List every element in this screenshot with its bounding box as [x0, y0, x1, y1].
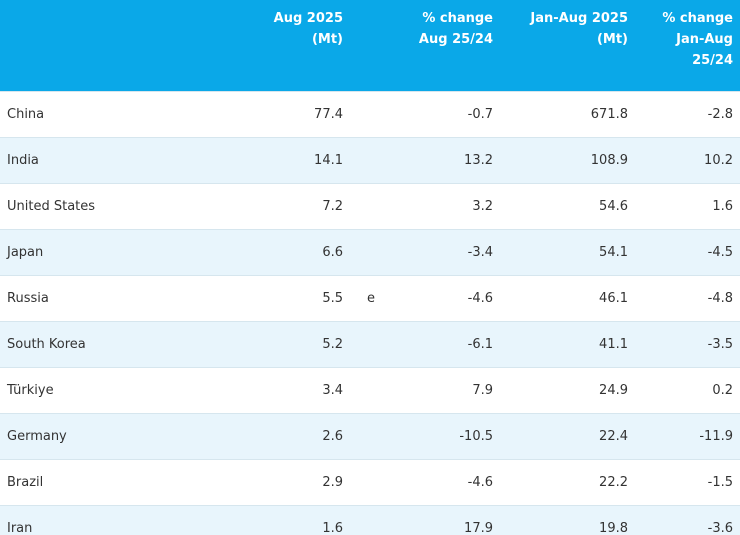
cell: Iran [0, 505, 250, 535]
table-row: Japan 6.6 -3.4 54.1 -4.5 [0, 229, 740, 276]
cell: 3.4 [250, 367, 350, 414]
cell: -6.1 [400, 321, 500, 368]
cell: India [0, 137, 250, 184]
cell [350, 91, 400, 138]
cell: 22.2 [500, 459, 635, 506]
table-row: China 77.4 -0.7 671.8 -2.8 [0, 91, 740, 138]
cell: 1.6 [635, 183, 740, 230]
cell: 41.1 [500, 321, 635, 368]
table-row: South Korea 5.2 -6.1 41.1 -3.5 [0, 321, 740, 368]
cell: -11.9 [635, 413, 740, 460]
cell: 3.2 [400, 183, 500, 230]
cell: -3.5 [635, 321, 740, 368]
table-row: Russia 5.5 e -4.6 46.1 -4.8 [0, 275, 740, 322]
cell: 54.1 [500, 229, 635, 276]
table-row: Brazil 2.9 -4.6 22.2 -1.5 [0, 459, 740, 506]
cell: 2.6 [250, 413, 350, 460]
cell: e [350, 275, 400, 322]
cell: 671.8 [500, 91, 635, 138]
table-row: Türkiye 3.4 7.9 24.9 0.2 [0, 367, 740, 414]
cell: 14.1 [250, 137, 350, 184]
header-cell: Aug 2025 (Mt) [250, 0, 350, 92]
cell: 7.2 [250, 183, 350, 230]
table-row: Germany 2.6 -10.5 22.4 -11.9 [0, 413, 740, 460]
header-line: (Mt) [311, 32, 343, 47]
header-line: % change [662, 11, 733, 26]
cell [350, 505, 400, 535]
cell [350, 413, 400, 460]
cell: -4.8 [635, 275, 740, 322]
cell: China [0, 91, 250, 138]
cell: 108.9 [500, 137, 635, 184]
cell: 77.4 [250, 91, 350, 138]
header-line: % change [422, 11, 493, 26]
cell: 13.2 [400, 137, 500, 184]
cell [350, 321, 400, 368]
cell: 5.5 [250, 275, 350, 322]
cell: Russia [0, 275, 250, 322]
header-cell: Jan-Aug 2025 (Mt) [500, 0, 635, 92]
table-row: Iran 1.6 17.9 19.8 -3.6 [0, 505, 740, 535]
cell: -4.5 [635, 229, 740, 276]
cell: 2.9 [250, 459, 350, 506]
cell: Germany [0, 413, 250, 460]
cell: 1.6 [250, 505, 350, 535]
header-row: Aug 2025 (Mt) % change Aug 25/24 Jan-Aug 202… [0, 0, 740, 92]
table-row: United States 7.2 3.2 54.6 1.6 [0, 183, 740, 230]
cell: 6.6 [250, 229, 350, 276]
cell: 7.9 [400, 367, 500, 414]
header-cell: % change Jan-Aug 25/24 [635, 0, 740, 92]
cell: 10.2 [635, 137, 740, 184]
header-line: Jan-Aug 2025 [530, 11, 628, 26]
cell: 0.2 [635, 367, 740, 414]
cell: 19.8 [500, 505, 635, 535]
cell: -4.6 [400, 275, 500, 322]
header-cell [350, 0, 400, 92]
cell: United States [0, 183, 250, 230]
cell: Türkiye [0, 367, 250, 414]
header-line: Aug 25/24 [418, 32, 493, 47]
cell: Japan [0, 229, 250, 276]
header-line: Jan-Aug [676, 32, 733, 47]
cell: -3.6 [635, 505, 740, 535]
cell: 17.9 [400, 505, 500, 535]
table-row: India 14.1 13.2 108.9 10.2 [0, 137, 740, 184]
cell [350, 229, 400, 276]
header-line: Aug 2025 [273, 11, 343, 26]
cell: 22.4 [500, 413, 635, 460]
cell [350, 367, 400, 414]
cell: -10.5 [400, 413, 500, 460]
cell: Brazil [0, 459, 250, 506]
cell: 54.6 [500, 183, 635, 230]
cell: -0.7 [400, 91, 500, 138]
header-cell: % change Aug 25/24 [400, 0, 500, 92]
cell: -2.8 [635, 91, 740, 138]
cell: 24.9 [500, 367, 635, 414]
header-cell [0, 0, 250, 92]
cell: 5.2 [250, 321, 350, 368]
cell: 46.1 [500, 275, 635, 322]
cell [350, 459, 400, 506]
cell [350, 137, 400, 184]
cell: South Korea [0, 321, 250, 368]
header-line: 25/24 [692, 53, 733, 68]
cell: -1.5 [635, 459, 740, 506]
cell: -3.4 [400, 229, 500, 276]
cell: -4.6 [400, 459, 500, 506]
cell [350, 183, 400, 230]
header-line: (Mt) [596, 32, 628, 47]
